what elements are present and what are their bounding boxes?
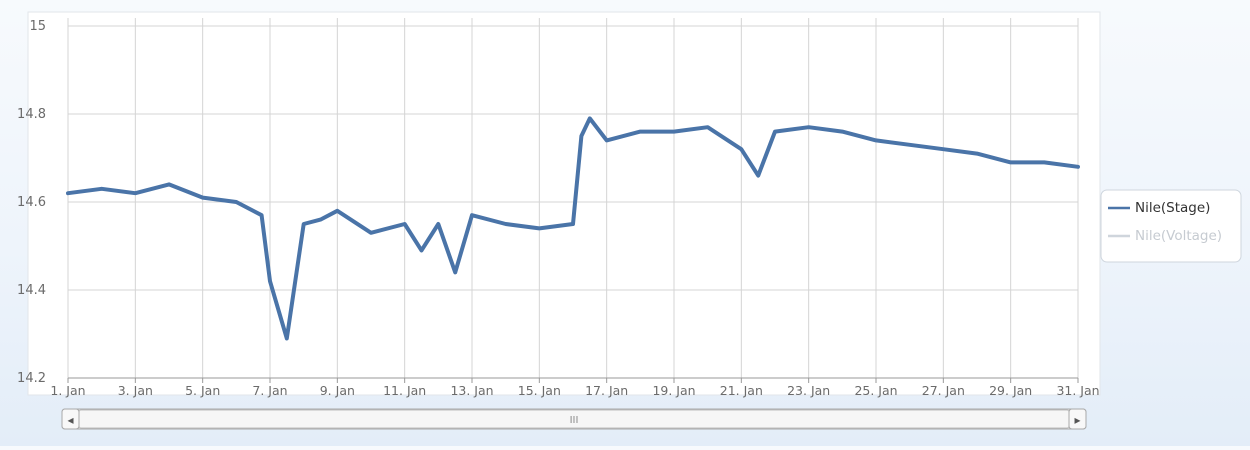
scroll-left-icon: ◂ xyxy=(67,413,73,427)
series-point xyxy=(807,125,811,129)
x-tick-label: 27. Jan xyxy=(922,383,965,398)
x-tick-label: 29. Jan xyxy=(989,383,1032,398)
series-point xyxy=(941,147,945,151)
x-tick-label: 31. Jan xyxy=(1056,383,1099,398)
scroll-right-icon: ▸ xyxy=(1074,413,1080,427)
series-point xyxy=(1042,160,1046,164)
series-point xyxy=(504,222,508,226)
series-point xyxy=(403,222,407,226)
plot-area: 14.2 14.4 14.6 14.8 15 1. Jan 3. Jan 5. Jan 7. J… xyxy=(17,11,1101,398)
series-point xyxy=(268,279,272,283)
legend-box xyxy=(1100,189,1242,263)
series-point xyxy=(537,226,541,230)
series-point xyxy=(436,222,440,226)
scroll-left-button[interactable] xyxy=(61,408,80,430)
series-point xyxy=(571,222,575,226)
series-point xyxy=(773,130,777,134)
series-point xyxy=(335,209,339,213)
x-tick-label: 25. Jan xyxy=(854,383,897,398)
x-tick-label: 1. Jan xyxy=(50,383,85,398)
series-point xyxy=(756,174,760,178)
series-point xyxy=(133,191,137,195)
scroll-right-button[interactable] xyxy=(1068,408,1087,430)
series-point xyxy=(1009,160,1013,164)
series-point xyxy=(605,138,609,142)
series-point xyxy=(840,130,844,134)
series-point xyxy=(419,248,424,252)
series-point xyxy=(638,130,642,134)
y-tick-label: 15 xyxy=(29,19,46,34)
x-tick-label: 23. Jan xyxy=(787,383,830,398)
y-tick-label: 14.8 xyxy=(17,107,46,122)
legend-item-label[interactable]: Nile(Stage) xyxy=(1135,200,1210,216)
x-tick-label: 17. Jan xyxy=(585,383,628,398)
legend-item-label[interactable]: Nile(Voltage) xyxy=(1135,228,1222,244)
series-point xyxy=(100,187,104,191)
series-point xyxy=(975,152,979,156)
series-point xyxy=(579,134,584,138)
x-tick-label: 11. Jan xyxy=(383,383,426,398)
series-point xyxy=(1076,165,1080,169)
x-tick-label: 7. Jan xyxy=(252,383,287,398)
x-tick-label: 13. Jan xyxy=(450,383,493,398)
series-point xyxy=(201,196,205,200)
series-point xyxy=(453,270,457,274)
series-point xyxy=(66,191,70,195)
x-tick-label: 5. Jan xyxy=(185,383,220,398)
series-point xyxy=(167,182,171,186)
y-tick-label: 14.4 xyxy=(17,283,46,298)
series-point xyxy=(908,143,912,147)
x-tick-label: 19. Jan xyxy=(652,383,695,398)
legend[interactable]: Nile(Stage) Nile(Voltage) xyxy=(1100,189,1242,263)
series-point xyxy=(470,213,474,217)
series-point xyxy=(285,336,289,340)
scrollbar[interactable]: ◂ ▸ III xyxy=(61,408,1087,430)
x-tick-label: 9. Jan xyxy=(320,383,355,398)
y-tick-label: 14.2 xyxy=(17,371,46,386)
series-point xyxy=(234,200,238,204)
plot-background xyxy=(27,11,1101,396)
y-tick-label: 14.6 xyxy=(17,195,46,210)
x-tick-label: 3. Jan xyxy=(118,383,153,398)
series-point xyxy=(369,231,373,235)
series-point xyxy=(260,213,264,217)
x-tick-label: 15. Jan xyxy=(518,383,561,398)
series-point xyxy=(302,222,306,226)
series-point xyxy=(318,218,323,222)
scrollbar-grip-icon: III xyxy=(570,415,579,426)
series-point xyxy=(874,138,878,142)
series-point xyxy=(672,130,676,134)
x-tick-label: 21. Jan xyxy=(720,383,763,398)
series-point xyxy=(706,125,710,129)
series-point xyxy=(588,116,592,120)
series-point xyxy=(739,147,743,151)
